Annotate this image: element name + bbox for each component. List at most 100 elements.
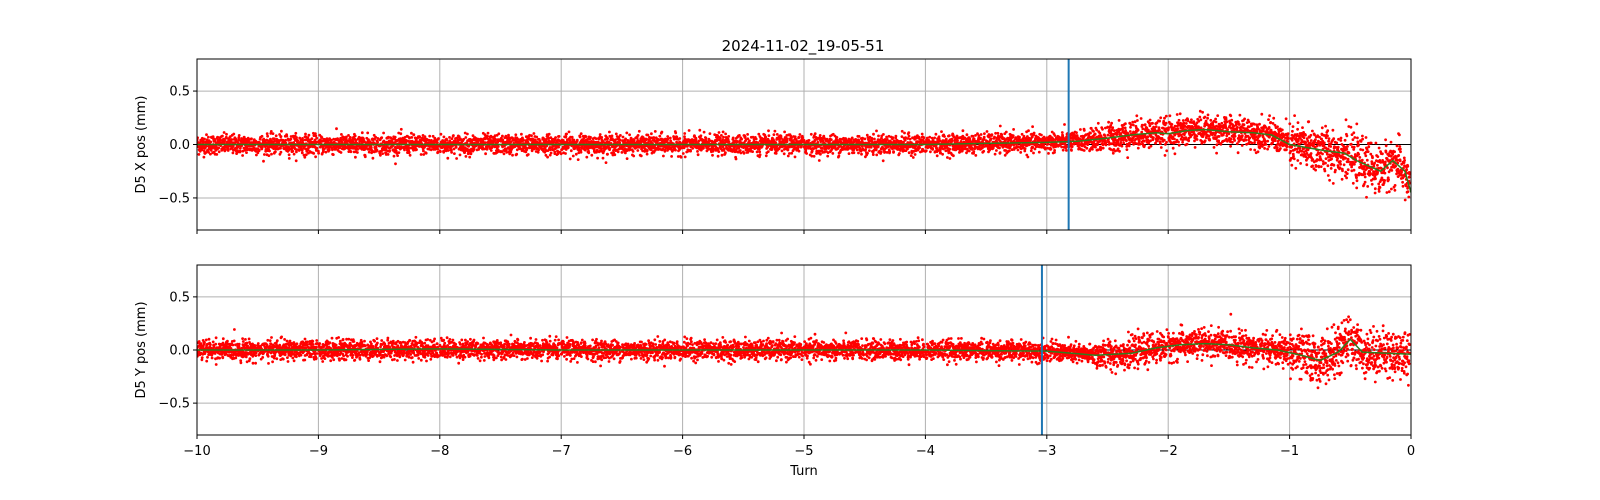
data-point <box>340 133 343 136</box>
data-point <box>720 153 724 157</box>
data-point <box>998 146 1001 150</box>
data-point <box>515 148 519 152</box>
data-point <box>625 157 629 161</box>
data-point <box>717 150 721 154</box>
data-point <box>548 146 552 149</box>
data-point <box>636 134 640 137</box>
data-point <box>271 132 275 136</box>
data-point <box>557 135 561 138</box>
data-point <box>963 136 967 140</box>
data-point <box>399 127 403 131</box>
data-point <box>484 152 487 156</box>
data-point <box>946 156 949 159</box>
data-point <box>289 137 293 141</box>
data-point <box>1032 151 1035 155</box>
data-point <box>767 134 771 138</box>
data-point <box>544 153 548 157</box>
data-point <box>676 155 680 158</box>
data-point <box>660 130 664 134</box>
data-point <box>907 151 911 155</box>
data-point <box>931 148 935 151</box>
data-point <box>369 146 373 149</box>
data-point <box>415 148 418 152</box>
data-point <box>202 140 205 143</box>
data-point <box>727 140 731 144</box>
data-point <box>702 130 706 134</box>
data-point <box>751 135 755 139</box>
data-point <box>292 152 296 156</box>
data-point <box>702 146 705 150</box>
data-point <box>903 138 907 142</box>
data-point <box>471 134 475 138</box>
data-point <box>567 130 571 134</box>
data-point <box>363 155 367 159</box>
data-point <box>857 151 860 155</box>
data-point <box>1011 134 1015 138</box>
data-point <box>716 154 720 158</box>
data-point <box>452 147 456 151</box>
data-point <box>332 137 336 141</box>
data-point <box>718 136 722 140</box>
data-point <box>403 148 406 152</box>
data-point <box>868 149 871 153</box>
data-point <box>574 152 578 156</box>
data-point <box>470 140 474 144</box>
data-point <box>466 152 470 156</box>
data-point <box>548 153 552 157</box>
data-point <box>711 153 714 157</box>
data-point <box>723 141 727 145</box>
data-point <box>731 136 735 140</box>
data-point <box>767 129 770 133</box>
data-point <box>860 152 863 156</box>
data-point <box>1096 121 1100 125</box>
data-point <box>515 152 519 156</box>
data-point <box>486 134 489 138</box>
data-point <box>1101 146 1105 150</box>
data-point <box>982 135 986 139</box>
data-point <box>819 152 822 156</box>
data-point <box>618 141 622 145</box>
data-point <box>532 132 536 135</box>
data-point <box>1085 146 1089 150</box>
data-point <box>1053 149 1056 152</box>
data-point <box>1098 131 1102 135</box>
data-point <box>1141 127 1145 131</box>
data-point <box>716 147 720 151</box>
data-point <box>463 131 467 135</box>
data-point <box>758 150 762 154</box>
data-point <box>207 150 211 154</box>
data-point <box>1123 126 1127 130</box>
data-point <box>1136 119 1139 122</box>
data-point <box>948 147 952 151</box>
data-point <box>1023 147 1027 151</box>
data-point <box>332 140 336 144</box>
data-point <box>829 138 833 142</box>
data-point <box>476 141 480 144</box>
data-point <box>254 149 258 153</box>
data-point <box>579 132 583 136</box>
data-point <box>578 135 582 139</box>
data-point <box>758 147 761 151</box>
data-point <box>837 154 841 158</box>
data-point <box>394 162 397 166</box>
data-point <box>496 145 500 148</box>
data-point <box>268 149 271 153</box>
data-point <box>993 152 997 156</box>
data-point <box>536 150 540 154</box>
data-point <box>1094 145 1097 149</box>
data-point <box>1031 125 1034 129</box>
data-point <box>1137 139 1141 143</box>
data-point <box>524 135 528 139</box>
data-point <box>524 150 528 154</box>
data-point <box>935 154 939 158</box>
data-point <box>1124 122 1127 126</box>
data-point <box>1128 141 1131 145</box>
data-point <box>614 132 618 136</box>
data-point <box>922 136 926 140</box>
data-point <box>347 134 350 137</box>
data-point <box>754 137 758 141</box>
data-point <box>1016 148 1020 152</box>
data-point <box>565 132 568 136</box>
data-point <box>816 140 820 144</box>
